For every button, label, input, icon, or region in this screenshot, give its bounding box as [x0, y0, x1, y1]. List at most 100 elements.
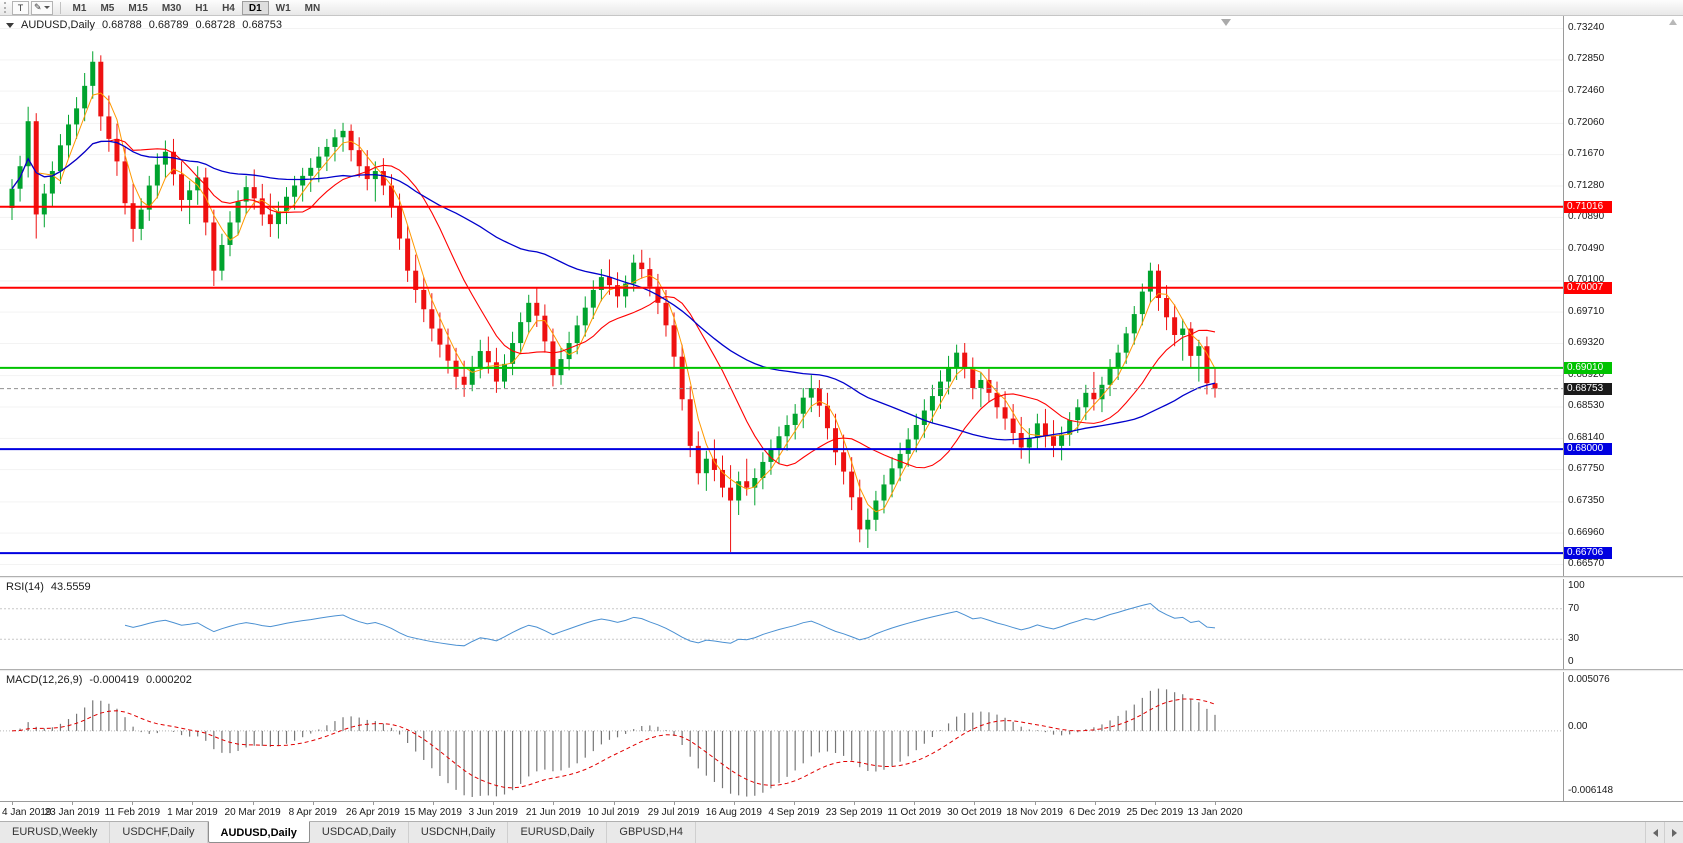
price-axis-label: 0.73240	[1568, 22, 1605, 33]
current-price-tag: 0.68753	[1564, 382, 1612, 395]
timeframe-button-m15[interactable]: M15	[128, 2, 148, 14]
price-axis-label: 0.69320	[1568, 337, 1605, 348]
timeframe-button-d1[interactable]: D1	[241, 0, 269, 15]
time-axis-label: 8 Apr 2019	[288, 807, 337, 818]
time-axis-label: 10 Jul 2019	[587, 807, 640, 818]
price-level-tag: 0.69010	[1564, 361, 1612, 374]
chart-tab-bar: EURUSD,Weekly USDCHF,Daily AUDUSD,Daily USD…	[0, 821, 1683, 843]
time-axis-label: 11 Feb 2019	[104, 807, 161, 818]
time-axis-tick	[1215, 802, 1216, 805]
quote-close: 0.68753	[242, 19, 283, 31]
rsi-panel[interactable]	[0, 579, 1563, 669]
price-axis-label: 0.72850	[1568, 53, 1605, 65]
price-axis-label: 0.66960	[1568, 526, 1605, 538]
macd-value-main: -0.000419	[89, 674, 139, 686]
timeframe-button-m5[interactable]: M5	[100, 2, 115, 14]
horizontal-level-lines[interactable]	[0, 205, 1563, 555]
panel-splitter[interactable]	[0, 669, 1683, 672]
quote-open: 0.68788	[101, 19, 142, 31]
rsi-chart-svg[interactable]	[0, 579, 1563, 669]
chart-tab-eurusd-weekly[interactable]: EURUSD,Weekly	[0, 822, 111, 843]
rsi-axis-label: 30	[1568, 633, 1580, 645]
toolbar-grip[interactable]	[4, 2, 8, 13]
draw-tool-label: ✎	[34, 2, 42, 12]
chart-shift-marker-icon[interactable]	[1221, 19, 1231, 26]
macd-value-signal: 0.000202	[145, 674, 192, 686]
time-axis-tick	[793, 802, 795, 805]
macd-label: MACD(12,26,9) -0.000419 0.000202	[6, 674, 192, 686]
chart-window: AUDUSD,Daily 0.68788 0.68789 0.68728 0.6…	[0, 16, 1683, 801]
time-axis-label: 23 Sep 2019	[825, 807, 883, 818]
toolbar-separator	[59, 1, 61, 14]
price-axis-label: 0.70490	[1568, 242, 1605, 254]
timeframe-button-m30[interactable]: M30	[161, 2, 182, 14]
macd-name: MACD(12,26,9)	[6, 674, 83, 686]
macd-panel[interactable]	[0, 672, 1563, 801]
price-axis-label: 0.67350	[1568, 495, 1605, 507]
chart-tab-usdcnh-daily[interactable]: USDCNH,Daily	[409, 822, 509, 843]
text-tool-button[interactable]: T	[12, 0, 29, 15]
timeframe-button-h4[interactable]: H4	[222, 2, 235, 14]
price-axis[interactable]: 0.73240 0.72850 0.72460 0.72060 0.71670 0.712…	[1563, 16, 1683, 801]
time-axis-tick	[312, 802, 314, 805]
time-axis-label: 13 Jan 2020	[1187, 807, 1243, 818]
chart-header: AUDUSD,Daily 0.68788 0.68789 0.68728 0.6…	[6, 19, 282, 31]
time-axis-tick	[372, 802, 374, 805]
chart-tab-usdchf-daily[interactable]: USDCHF,Daily	[110, 822, 208, 843]
scroll-up-icon[interactable]	[1669, 19, 1677, 25]
time-axis-tick	[1034, 802, 1036, 805]
price-axis-label: 0.67750	[1568, 463, 1605, 475]
rsi-line	[124, 602, 1216, 647]
price-axis-label: 0.70890	[1568, 210, 1605, 222]
quote-low: 0.68728	[195, 19, 236, 31]
price-axis-label: 0.71670	[1568, 148, 1605, 160]
chart-tab-gbpusd-h4[interactable]: GBPUSD,H4	[607, 822, 696, 843]
rsi-axis-label: 100	[1568, 580, 1585, 591]
time-axis-tick	[12, 802, 13, 805]
price-level-tag: 0.66706	[1564, 547, 1612, 560]
chart-tab-audusd-daily[interactable]: AUDUSD,Daily	[207, 821, 310, 843]
macd-chart-svg[interactable]	[0, 672, 1563, 801]
price-axis-label: 0.68530	[1568, 400, 1605, 412]
time-axis-tick	[1154, 802, 1156, 805]
macd-axis-label: 0.005076	[1568, 674, 1610, 685]
time-axis-label: 1 Mar 2019	[167, 807, 218, 818]
time-axis-tick	[252, 802, 254, 805]
timeframe-button-w1[interactable]: W1	[275, 2, 291, 14]
timeframe-button-m1[interactable]: M1	[72, 2, 87, 14]
chart-tab-usdcad-daily[interactable]: USDCAD,Daily	[310, 822, 409, 843]
timeframe-button-mn[interactable]: MN	[304, 2, 321, 14]
quote-high: 0.68789	[148, 19, 189, 31]
time-axis-label: 4 Jan 2019	[2, 807, 52, 818]
draw-tool-button[interactable]: ✎	[31, 0, 53, 15]
price-axis-label: 0.71280	[1568, 179, 1605, 191]
time-axis-label: 6 Dec 2019	[1069, 807, 1121, 818]
price-axis-label: 0.66570	[1568, 558, 1605, 569]
arrow-left-icon	[1652, 828, 1658, 837]
time-axis-tick	[493, 802, 495, 805]
time-axis-label: 4 Sep 2019	[768, 807, 820, 818]
candles	[9, 51, 1218, 552]
macd-histogram	[19, 688, 1216, 797]
time-axis-tick	[854, 802, 856, 805]
arrow-right-icon	[1671, 828, 1677, 837]
timeframes-toolbar: T ✎ M1 M5 M15 M30 H1 H4 D1 W1 MN	[0, 0, 1683, 16]
chart-tab-eurusd-daily[interactable]: EURUSD,Daily	[508, 822, 608, 843]
candlestick-chart-svg[interactable]	[0, 16, 1563, 576]
collapse-indicator-icon[interactable]	[6, 22, 14, 28]
time-axis-tick	[733, 802, 735, 805]
chart-tabs: EURUSD,Weekly USDCHF,Daily AUDUSD,Daily USD…	[0, 821, 696, 843]
macd-axis-label: 0.00	[1568, 720, 1588, 732]
price-axis-label: 0.69710	[1568, 305, 1605, 317]
grid-lines	[0, 28, 1563, 565]
panel-splitter[interactable]	[0, 576, 1683, 579]
tab-scroll-left-button[interactable]	[1645, 822, 1664, 843]
main-chart-panel[interactable]	[0, 16, 1563, 576]
tab-scroll-right-button[interactable]	[1664, 822, 1683, 843]
time-axis-label: 21 Jun 2019	[525, 807, 581, 818]
time-axis-label: 26 Apr 2019	[345, 807, 400, 818]
time-axis[interactable]: 4 Jan 2019 23 Jan 2019 11 Feb 2019 1 Mar 20…	[0, 801, 1683, 821]
timeframe-button-h1[interactable]: H1	[195, 2, 209, 14]
time-axis-tick	[673, 802, 675, 805]
time-axis-label: 20 Mar 2019	[224, 807, 281, 818]
